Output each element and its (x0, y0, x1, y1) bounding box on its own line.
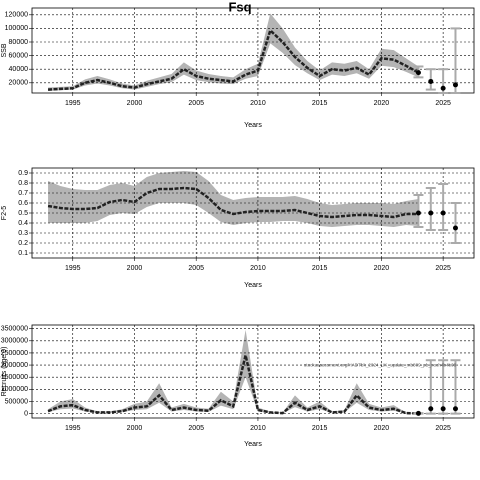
y-tick-label: 500000 (5, 398, 28, 405)
projection-point (452, 82, 458, 88)
x-tick-label: 2010 (250, 425, 266, 432)
y-tick-label: 2500000 (1, 350, 28, 357)
projection-point (415, 410, 421, 416)
projection-point (440, 210, 446, 216)
x-axis-label: Years (244, 441, 262, 448)
projection-point (452, 406, 458, 412)
chart-title: Fsq (228, 0, 251, 14)
x-tick-label: 2005 (188, 265, 204, 272)
projection-point (452, 225, 458, 231)
y-tick-label: 1000000 (1, 386, 28, 393)
y-tick-label: 20000 (9, 80, 29, 87)
confidence-band (48, 13, 419, 91)
y-tick-label: 0.5 (18, 210, 28, 217)
plot-frame (31, 7, 475, 94)
projection-point (415, 210, 421, 216)
y-tick-label: 0.6 (18, 200, 28, 207)
x-tick-label: 2025 (435, 100, 451, 107)
projection-point (428, 78, 434, 84)
x-tick-label: 2010 (250, 100, 266, 107)
y-tick-label: 0.4 (18, 220, 28, 227)
x-axis-label: Years (244, 122, 262, 129)
y-tick-label: 0.1 (18, 250, 28, 257)
median-line (47, 186, 419, 219)
x-tick-label: 2020 (374, 265, 390, 272)
confidence-band (48, 171, 419, 227)
y-tick-label: 80000 (9, 39, 29, 46)
x-tick-label: 2020 (374, 425, 390, 432)
annotation: stockassessment.org/HADTbk_2024_UK_updat… (304, 362, 457, 367)
x-tick-label: 2010 (250, 265, 266, 272)
x-tick-label: 1995 (65, 425, 81, 432)
x-axis-label: Years (244, 282, 262, 289)
y-tick-label: 0.2 (18, 240, 28, 247)
x-tick-label: 2025 (435, 425, 451, 432)
plot-frame (31, 167, 475, 259)
y-tick-label: 60000 (9, 52, 29, 59)
y-tick-label: 0.3 (18, 230, 28, 237)
y-axis-label: Recruits (age 0) (1, 347, 8, 397)
x-tick-label: 2015 (312, 100, 328, 107)
y-tick-label: 3000000 (1, 338, 28, 345)
x-tick-label: 2005 (188, 425, 204, 432)
projection-point (415, 70, 421, 76)
y-axis-label: F2-5 (1, 206, 8, 221)
y-tick-label: 0.8 (18, 180, 28, 187)
x-tick-label: 2025 (435, 265, 451, 272)
y-tick-label: 1500000 (1, 374, 28, 381)
y-tick-label: 2000000 (1, 362, 28, 369)
projection-point (440, 85, 446, 91)
x-tick-label: 1995 (65, 100, 81, 107)
x-tick-label: 2000 (127, 100, 143, 107)
y-tick-label: 40000 (9, 66, 29, 73)
x-tick-label: 2015 (312, 425, 328, 432)
plot-frame (31, 324, 475, 419)
y-tick-label: 120000 (5, 12, 28, 19)
median-line (47, 355, 419, 415)
median-line (47, 28, 420, 91)
x-tick-label: 2020 (374, 100, 390, 107)
projection-point (428, 210, 434, 216)
y-axis-label: SSB (1, 43, 8, 57)
projection-point (440, 406, 446, 412)
y-tick-label: 0 (24, 410, 28, 417)
x-tick-label: 1995 (65, 265, 81, 272)
x-tick-label: 2000 (127, 425, 143, 432)
x-tick-label: 2015 (312, 265, 328, 272)
projection-point (428, 406, 434, 412)
y-tick-label: 3500000 (1, 325, 28, 332)
y-tick-label: 0.9 (18, 170, 28, 177)
x-tick-label: 2000 (127, 265, 143, 272)
x-tick-label: 2005 (188, 100, 204, 107)
y-tick-label: 0.7 (18, 190, 28, 197)
y-tick-label: 100000 (5, 25, 28, 32)
